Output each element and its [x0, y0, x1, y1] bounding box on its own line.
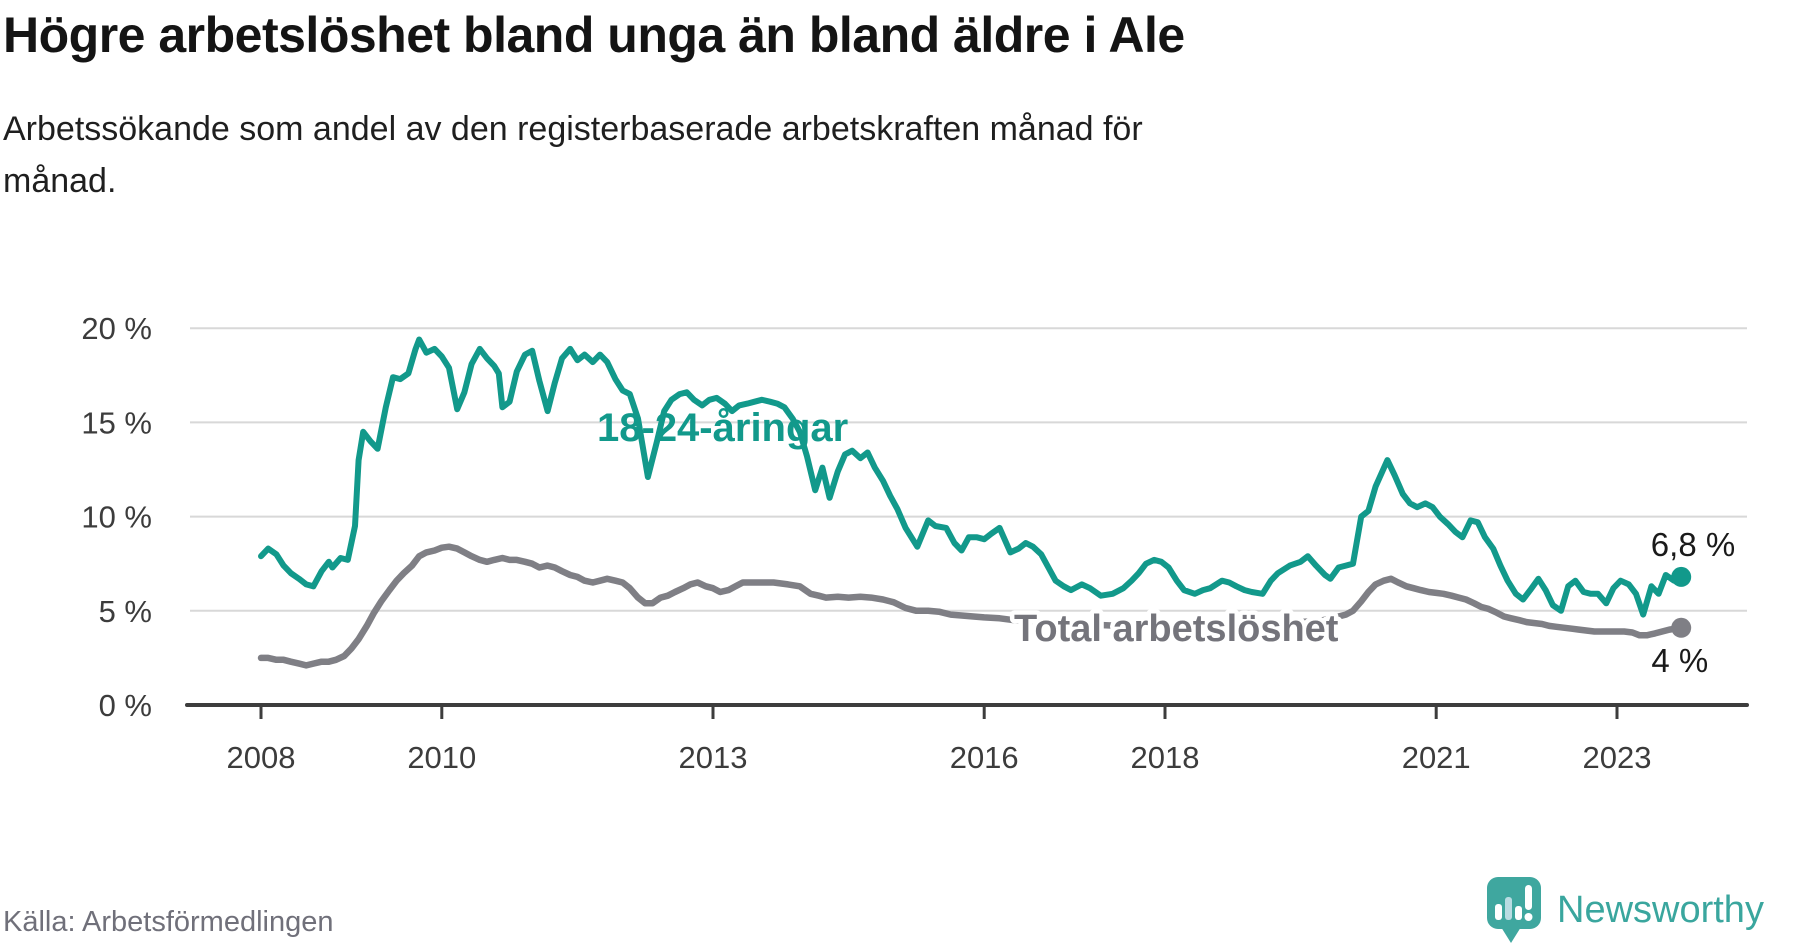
source-note: Källa: Arbetsförmedlingen	[3, 906, 334, 938]
newsworthy-logo: Newsworthy	[1486, 876, 1764, 944]
x-tick-label-2013: 2013	[679, 740, 748, 775]
series-label-youth: 18-24-åringar	[597, 406, 848, 450]
series-end-dot-total	[1671, 617, 1692, 638]
x-tick-label-2021: 2021	[1402, 740, 1471, 775]
newsworthy-logo-text: Newsworthy	[1557, 888, 1764, 931]
y-axis-label-20: 20 %	[81, 311, 152, 346]
series-line-total	[257, 543, 1685, 669]
y-axis-label-0: 0 %	[99, 688, 152, 723]
x-tick-label-2018: 2018	[1131, 740, 1200, 775]
subtitle-line-2: månad.	[3, 162, 117, 200]
newsworthy-logo-icon	[1487, 877, 1541, 943]
series-line-youth	[258, 336, 1685, 618]
series-end-label-total: 4 %	[1651, 642, 1708, 679]
x-tick-label-2010: 2010	[407, 740, 476, 775]
x-tick-label-2023: 2023	[1583, 740, 1652, 775]
series-end-dot-youth	[1671, 566, 1692, 587]
x-tick-label-2008: 2008	[227, 740, 296, 775]
chart-subtitle: Arbetssökande som andel av den registerb…	[3, 103, 1143, 207]
y-axis-label-10: 10 %	[81, 500, 152, 535]
x-tick-label-2016: 2016	[950, 740, 1019, 775]
y-axis-label-15: 15 %	[81, 405, 152, 440]
series-end-label-youth: 6,8 %	[1651, 526, 1735, 563]
page-title: Högre arbetslöshet bland unga än bland ä…	[3, 7, 1185, 63]
subtitle-line-1: Arbetssökande som andel av den registerb…	[3, 110, 1143, 148]
y-axis-label-5: 5 %	[99, 594, 152, 629]
series-label-total: Total arbetslöshet	[1014, 608, 1339, 650]
